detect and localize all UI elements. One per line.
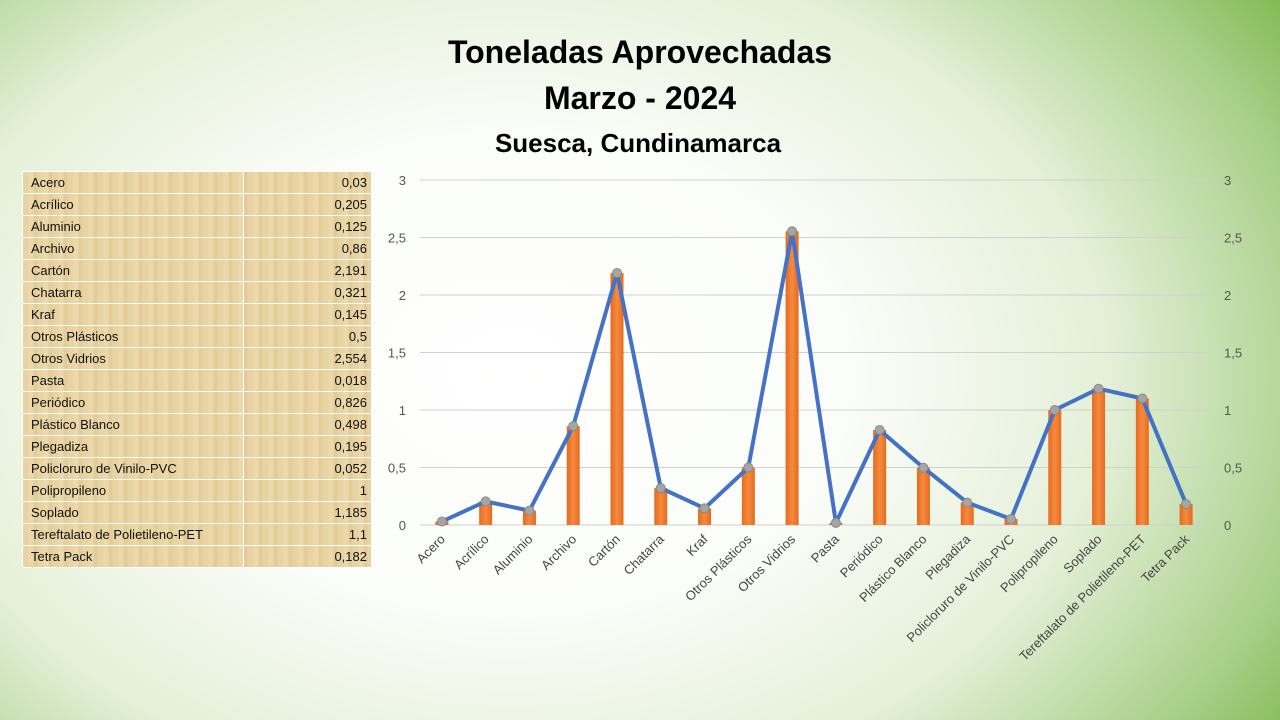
line-marker bbox=[655, 483, 666, 494]
bar bbox=[1048, 410, 1062, 525]
table-row: Cartón 2,191 bbox=[22, 259, 372, 282]
data-table: Acero 0,03 Acrílico 0,205 Aluminio 0,125 Archi… bbox=[22, 171, 372, 568]
y-right-tick-label: 2 bbox=[1224, 288, 1231, 303]
table-row: Otros Plásticos 0,5 bbox=[22, 325, 372, 348]
x-tick-label: Acrílico bbox=[451, 532, 492, 573]
line-marker bbox=[1093, 383, 1104, 394]
table-cell-value: 0,125 bbox=[243, 215, 372, 238]
line-marker bbox=[699, 503, 710, 514]
bar bbox=[610, 273, 624, 525]
line-marker bbox=[743, 462, 754, 473]
bar bbox=[1092, 388, 1106, 525]
bar bbox=[1135, 398, 1149, 525]
y-tick-label: 1,5 bbox=[388, 346, 406, 361]
y-tick-label: 0 bbox=[399, 518, 406, 533]
line-marker bbox=[1049, 405, 1060, 415]
x-tick-label: Cartón bbox=[585, 532, 623, 570]
table-cell-label: Plástico Blanco bbox=[22, 413, 244, 436]
x-tick-label: Aluminio bbox=[490, 532, 536, 578]
table-row: Aluminio 0,125 bbox=[22, 215, 372, 238]
line-marker bbox=[436, 516, 447, 527]
bar bbox=[916, 467, 930, 525]
line-marker bbox=[830, 517, 841, 528]
y-right-tick-label: 0,5 bbox=[1224, 461, 1242, 476]
x-tick-label: Pasta bbox=[808, 531, 843, 566]
y-right-tick-label: 1 bbox=[1224, 403, 1231, 418]
x-tick-label: Soplado bbox=[1060, 532, 1104, 576]
table-row: Plegadiza 0,195 bbox=[22, 435, 372, 458]
y-tick-label: 2 bbox=[399, 288, 406, 303]
bar bbox=[479, 501, 493, 525]
table-cell-label: Tetra Pack bbox=[22, 545, 244, 568]
line-marker bbox=[918, 462, 929, 473]
table-row: Periódico 0,826 bbox=[22, 391, 372, 414]
x-tick-label: Chatarra bbox=[621, 531, 668, 578]
y-right-tick-label: 2,5 bbox=[1224, 231, 1242, 246]
bar bbox=[654, 488, 668, 525]
chart-subtitle: Suesca, Cundinamarca bbox=[494, 128, 782, 158]
x-tick-label: Kraf bbox=[683, 531, 711, 559]
line-marker bbox=[1181, 499, 1192, 510]
bar bbox=[873, 430, 887, 525]
bar bbox=[785, 231, 799, 526]
y-right-tick-label: 0 bbox=[1224, 518, 1231, 533]
line-marker bbox=[1137, 393, 1148, 404]
line-marker bbox=[612, 268, 622, 279]
bar bbox=[566, 426, 580, 525]
line-marker bbox=[787, 226, 798, 237]
table-cell-value: 0,145 bbox=[243, 303, 372, 326]
table-row: Pasta 0,018 bbox=[22, 369, 372, 392]
table-row: Kraf 0,145 bbox=[22, 303, 372, 326]
series-line bbox=[441, 229, 1188, 525]
y-tick-label: 2,5 bbox=[388, 231, 406, 246]
table-row: Tetra Pack 0,182 bbox=[22, 545, 372, 568]
line-marker bbox=[1006, 514, 1016, 525]
chart-title-period: Marzo - 2024 bbox=[543, 80, 737, 116]
bar bbox=[1179, 504, 1193, 525]
line-marker bbox=[480, 496, 491, 507]
line-marker bbox=[524, 505, 535, 516]
chart-title: Toneladas Aprovechadas bbox=[447, 34, 833, 70]
y-right-tick-label: 1,5 bbox=[1224, 346, 1242, 361]
line-marker bbox=[874, 425, 885, 436]
table-row: Acrílico 0,205 bbox=[22, 193, 372, 216]
line-marker bbox=[568, 421, 579, 432]
x-tick-label: Archivo bbox=[538, 532, 579, 573]
table-row: Policloruro de Vinilo-PVC 0,052 bbox=[22, 457, 372, 480]
table-cell-label: Cartón bbox=[22, 259, 244, 282]
line-marker bbox=[962, 497, 973, 508]
table-cell-value: 0,052 bbox=[243, 457, 372, 480]
bar bbox=[741, 467, 755, 525]
table-row: Plástico Blanco 0,498 bbox=[22, 413, 372, 436]
y-tick-label: 0,5 bbox=[388, 461, 406, 476]
table-cell-value: 0,182 bbox=[243, 545, 372, 568]
bar bbox=[698, 508, 712, 525]
bar bbox=[960, 502, 974, 525]
y-right-tick-label: 3 bbox=[1224, 173, 1231, 188]
y-tick-label: 1 bbox=[399, 403, 406, 418]
x-tick-label: Tetra Pack bbox=[1138, 531, 1192, 585]
x-tick-label: Acero bbox=[413, 532, 448, 567]
y-tick-label: 3 bbox=[399, 173, 406, 188]
